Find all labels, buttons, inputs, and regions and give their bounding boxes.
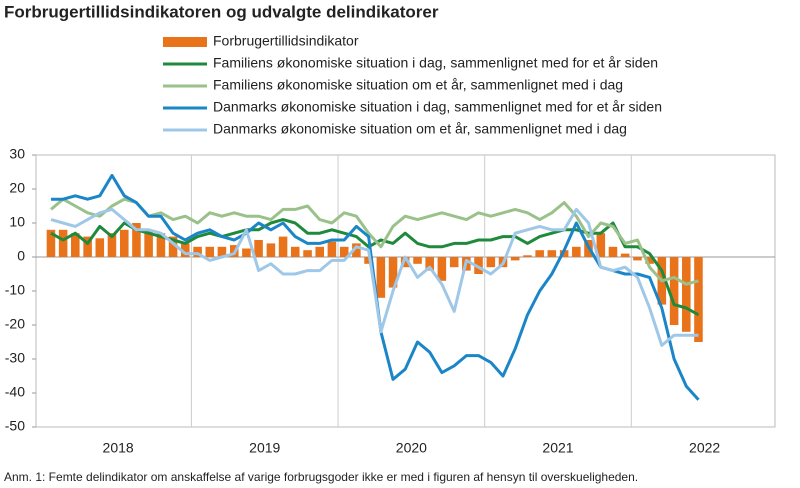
- y-tick-label: -30: [5, 350, 25, 366]
- y-tick-label: 0: [17, 248, 25, 264]
- bar: [327, 241, 337, 257]
- bar: [669, 257, 679, 325]
- legend-label: Forbrugertillidsindikator: [213, 33, 359, 49]
- bar: [364, 257, 373, 264]
- bar: [315, 246, 324, 257]
- bar: [559, 250, 569, 257]
- y-tick-label: -40: [5, 384, 25, 400]
- x-tick-label: 2019: [249, 440, 280, 456]
- y-tick-label: 30: [9, 146, 25, 162]
- bar: [290, 246, 300, 257]
- bar: [437, 257, 447, 281]
- bar: [694, 257, 703, 342]
- bar: [217, 246, 227, 257]
- bar: [193, 246, 202, 257]
- y-tick-label: -50: [5, 418, 25, 434]
- bar: [83, 236, 92, 257]
- bar: [205, 246, 215, 257]
- legend-label: Familiens økonomiske situation i dag, sa…: [213, 55, 658, 71]
- bar: [572, 246, 581, 257]
- bar: [95, 238, 105, 257]
- bar: [46, 229, 56, 257]
- bar: [425, 257, 434, 271]
- x-tick-label: 2018: [103, 440, 134, 456]
- bar: [180, 243, 190, 257]
- x-tick-label: 2022: [689, 440, 720, 456]
- line: [50, 207, 699, 347]
- y-tick-label: -10: [5, 282, 25, 298]
- x-tick-label: 2020: [396, 440, 427, 456]
- x-tick-label: 2021: [542, 440, 573, 456]
- bar: [303, 250, 312, 257]
- bar: [242, 248, 251, 257]
- bar: [71, 233, 80, 257]
- bar: [449, 257, 459, 268]
- bar: [339, 246, 349, 257]
- y-tick-label: 20: [9, 180, 25, 196]
- bar: [119, 229, 129, 257]
- footnote: Anm. 1: Femte delindikator om anskaffels…: [4, 470, 638, 484]
- bar: [608, 246, 618, 257]
- bar: [254, 240, 263, 257]
- bar: [107, 233, 117, 257]
- bar: [132, 223, 141, 257]
- bar: [510, 257, 520, 261]
- bar: [413, 257, 422, 264]
- chart-title: Forbrugertillidsindikatoren og udvalgte …: [4, 2, 439, 21]
- bar: [633, 257, 642, 261]
- bar: [376, 257, 386, 298]
- bar: [682, 257, 691, 332]
- legend-label: Danmarks økonomiske situation i dag, sam…: [213, 99, 662, 115]
- bar: [486, 257, 496, 268]
- y-tick-label: -20: [5, 316, 25, 332]
- bar: [352, 243, 361, 257]
- bar: [523, 255, 532, 257]
- legend-swatch: [163, 37, 207, 47]
- bar: [596, 233, 606, 257]
- bar: [278, 236, 288, 257]
- legend-label: Familiens økonomiske situation om et år,…: [213, 77, 623, 93]
- bar: [547, 250, 557, 257]
- bar: [156, 233, 166, 257]
- bar: [535, 250, 544, 257]
- bar: [645, 257, 654, 264]
- bar: [620, 253, 630, 257]
- y-tick-label: 10: [9, 214, 25, 230]
- bar: [144, 229, 153, 257]
- bar: [400, 257, 410, 268]
- bar: [168, 236, 178, 257]
- bar: [58, 229, 68, 257]
- bar: [266, 243, 276, 257]
- bar: [388, 257, 398, 288]
- legend-label: Danmarks økonomiske situation om et år, …: [213, 121, 627, 137]
